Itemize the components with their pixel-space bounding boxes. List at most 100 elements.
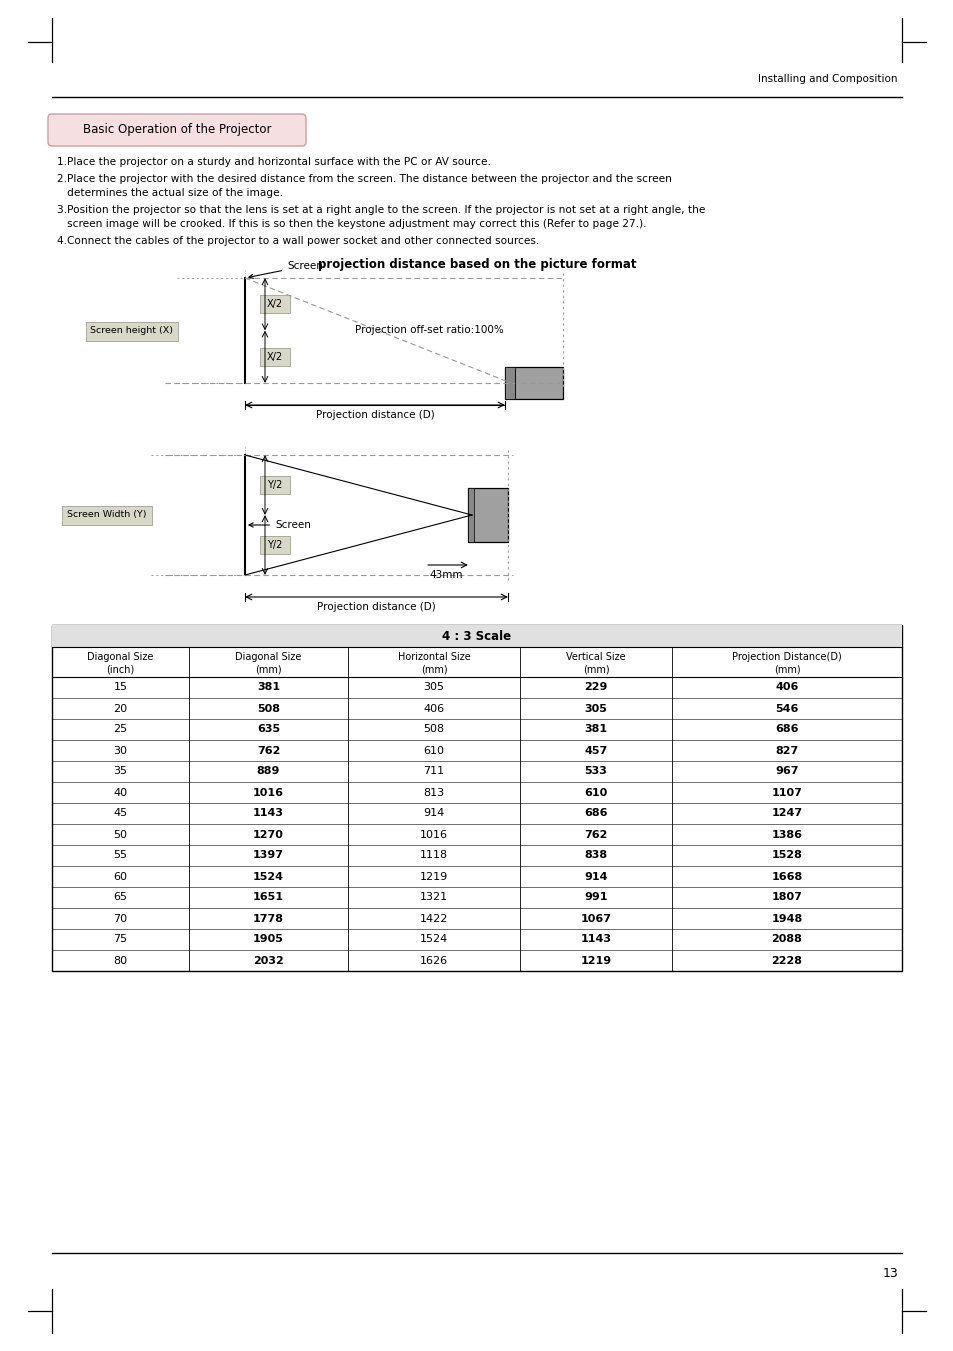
FancyBboxPatch shape (260, 347, 290, 366)
Text: 967: 967 (775, 766, 798, 777)
Text: Screen height (X): Screen height (X) (91, 326, 173, 335)
Text: 1397: 1397 (253, 851, 284, 861)
Text: 827: 827 (775, 746, 798, 755)
Text: 1067: 1067 (579, 913, 611, 924)
Text: 3.Position the projector so that the lens is set at a right angle to the screen.: 3.Position the projector so that the len… (57, 205, 704, 215)
Text: Screen: Screen (249, 520, 311, 530)
Text: 1321: 1321 (419, 893, 448, 902)
Text: 30: 30 (113, 746, 128, 755)
Text: 20: 20 (113, 704, 128, 713)
Text: 1118: 1118 (419, 851, 448, 861)
Text: 889: 889 (256, 766, 280, 777)
Text: 406: 406 (423, 704, 444, 713)
Text: Installing and Composition: Installing and Composition (758, 74, 897, 84)
Text: Y/2: Y/2 (267, 480, 282, 490)
Bar (468, 488, 507, 542)
Text: 1219: 1219 (579, 955, 611, 966)
Text: 1905: 1905 (253, 935, 284, 944)
Text: 813: 813 (423, 788, 444, 797)
Bar (52, 626, 901, 647)
Text: 1807: 1807 (771, 893, 801, 902)
Text: (inch): (inch) (107, 665, 134, 676)
FancyBboxPatch shape (48, 113, 306, 146)
Text: 4 : 3 Scale: 4 : 3 Scale (442, 630, 511, 643)
FancyBboxPatch shape (260, 476, 290, 494)
Text: 1107: 1107 (771, 788, 801, 797)
Text: Projection off-set ratio:100%: Projection off-set ratio:100% (355, 326, 503, 335)
Text: (mm): (mm) (582, 665, 609, 676)
Text: 686: 686 (583, 808, 607, 819)
Text: 65: 65 (113, 893, 128, 902)
Text: 381: 381 (584, 724, 607, 735)
Text: 2032: 2032 (253, 955, 284, 966)
Text: 686: 686 (775, 724, 798, 735)
Text: 914: 914 (583, 871, 607, 881)
Text: 305: 305 (584, 704, 607, 713)
Bar (52, 626, 901, 971)
Text: Diagonal Size: Diagonal Size (235, 653, 301, 662)
Text: 991: 991 (583, 893, 607, 902)
Text: 25: 25 (113, 724, 128, 735)
Text: 45: 45 (113, 808, 128, 819)
Text: 50: 50 (113, 830, 128, 839)
Text: 35: 35 (113, 766, 128, 777)
Text: 1143: 1143 (579, 935, 611, 944)
Text: 610: 610 (423, 746, 444, 755)
Text: Vertical Size: Vertical Size (565, 653, 625, 662)
Text: 4.Connect the cables of the projector to a wall power socket and other connected: 4.Connect the cables of the projector to… (57, 236, 538, 246)
Text: 635: 635 (256, 724, 280, 735)
Bar (468, 488, 474, 542)
Text: Horizontal Size: Horizontal Size (397, 653, 470, 662)
Text: Y/2: Y/2 (267, 540, 282, 550)
Text: 1651: 1651 (253, 893, 284, 902)
Text: 55: 55 (113, 851, 128, 861)
Text: 508: 508 (423, 724, 444, 735)
Text: 546: 546 (775, 704, 798, 713)
Bar (504, 367, 562, 399)
Text: (mm): (mm) (254, 665, 281, 676)
Text: 1668: 1668 (771, 871, 801, 881)
Text: 229: 229 (583, 682, 607, 693)
Bar (504, 367, 515, 399)
Text: screen image will be crooked. If this is so then the keystone adjustment may cor: screen image will be crooked. If this is… (57, 219, 646, 230)
Text: 914: 914 (423, 808, 444, 819)
Text: X/2: X/2 (267, 351, 283, 362)
Text: 457: 457 (584, 746, 607, 755)
Text: 1219: 1219 (419, 871, 448, 881)
Text: 610: 610 (584, 788, 607, 797)
Text: Diagonal Size: Diagonal Size (88, 653, 153, 662)
Text: 838: 838 (584, 851, 607, 861)
Text: 75: 75 (113, 935, 128, 944)
Text: 1524: 1524 (253, 871, 284, 881)
Text: 13: 13 (882, 1267, 897, 1279)
Text: Projection distance (D): Projection distance (D) (316, 603, 436, 612)
Text: 70: 70 (113, 913, 128, 924)
Text: 60: 60 (113, 871, 128, 881)
FancyBboxPatch shape (260, 536, 290, 554)
Text: 1528: 1528 (771, 851, 801, 861)
Text: 1626: 1626 (419, 955, 448, 966)
Text: 40: 40 (113, 788, 128, 797)
Text: 1524: 1524 (419, 935, 448, 944)
Text: 15: 15 (113, 682, 128, 693)
Text: 2.Place the projector with the desired distance from the screen. The distance be: 2.Place the projector with the desired d… (57, 174, 671, 184)
Text: 1948: 1948 (771, 913, 801, 924)
Text: 533: 533 (584, 766, 607, 777)
Text: 305: 305 (423, 682, 444, 693)
Text: 762: 762 (256, 746, 280, 755)
Text: Screen Width (Y): Screen Width (Y) (67, 511, 147, 520)
Text: 80: 80 (113, 955, 128, 966)
Text: 762: 762 (583, 830, 607, 839)
Text: 1270: 1270 (253, 830, 284, 839)
Text: Projection distance (D): Projection distance (D) (315, 409, 434, 420)
FancyBboxPatch shape (260, 296, 290, 313)
Text: 1386: 1386 (771, 830, 801, 839)
Text: 1247: 1247 (771, 808, 801, 819)
Text: 508: 508 (256, 704, 280, 713)
Text: (mm): (mm) (420, 665, 447, 676)
Text: Screen: Screen (249, 261, 322, 278)
Text: Projection Distance(D): Projection Distance(D) (731, 653, 841, 662)
Text: 2088: 2088 (771, 935, 801, 944)
Text: 1422: 1422 (419, 913, 448, 924)
Text: 1016: 1016 (419, 830, 448, 839)
